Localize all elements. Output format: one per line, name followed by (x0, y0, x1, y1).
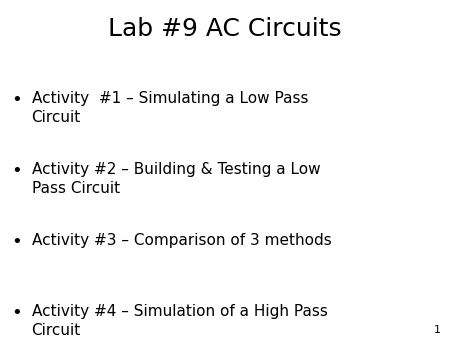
Text: Activity  #1 – Simulating a Low Pass
Circuit: Activity #1 – Simulating a Low Pass Circ… (32, 91, 308, 125)
Text: Activity #4 – Simulation of a High Pass
Circuit: Activity #4 – Simulation of a High Pass … (32, 304, 328, 338)
Text: Activity #3 – Comparison of 3 methods: Activity #3 – Comparison of 3 methods (32, 233, 331, 248)
Text: 1: 1 (434, 324, 441, 335)
Text: •: • (11, 233, 22, 251)
Text: •: • (11, 304, 22, 322)
Text: •: • (11, 162, 22, 180)
Text: •: • (11, 91, 22, 109)
Text: Activity #2 – Building & Testing a Low
Pass Circuit: Activity #2 – Building & Testing a Low P… (32, 162, 320, 196)
Text: Lab #9 AC Circuits: Lab #9 AC Circuits (108, 17, 342, 41)
